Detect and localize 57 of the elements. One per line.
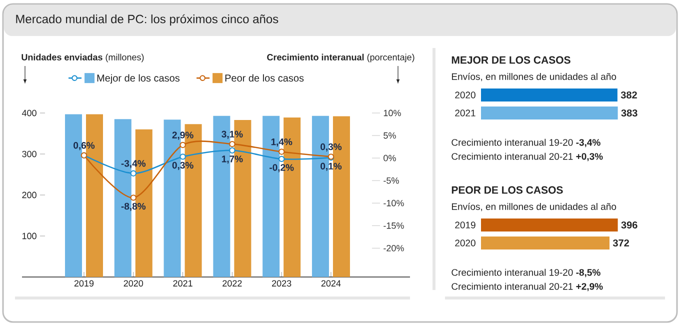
text: Crecimiento interanual 19-20 -3,4% bbox=[452, 138, 600, 148]
y-tick-label: 2020 bbox=[455, 92, 476, 98]
x-tick-label: 2019 bbox=[74, 280, 94, 287]
text: Crecimiento interanual 19-20 -8,5% bbox=[452, 268, 600, 278]
point bbox=[130, 170, 136, 176]
chart-subtitle: Envíos, en millones de unidades al año bbox=[452, 202, 616, 212]
x-tick-label: 2021 bbox=[173, 280, 192, 287]
y2-tick-label: 0% bbox=[384, 154, 396, 162]
point bbox=[278, 156, 285, 162]
data-label: -0,2% bbox=[270, 164, 294, 172]
y2-tick-label: 10% bbox=[384, 110, 401, 116]
y2-tick-label: -5% bbox=[384, 177, 399, 184]
y-tick-label: 2020 bbox=[455, 240, 476, 246]
data-label: 372 bbox=[612, 239, 629, 247]
y-tick-label: 200 bbox=[22, 192, 36, 198]
point bbox=[180, 142, 186, 148]
data-label: 0,6% bbox=[74, 142, 95, 150]
y-axis-title: Unidades enviadas (millones) bbox=[22, 54, 144, 62]
data-label: 2,9% bbox=[172, 132, 194, 140]
data-label: 3,1% bbox=[222, 130, 243, 139]
legend-label: Peor de los casos bbox=[225, 74, 304, 82]
point bbox=[229, 147, 236, 154]
text: Crecimiento interanual 20-21 +0,3% bbox=[452, 152, 603, 162]
data-label: 0,1% bbox=[320, 162, 342, 171]
y2-tick-label: 5% bbox=[384, 132, 396, 139]
point bbox=[130, 194, 136, 201]
y-tick-label: 100 bbox=[22, 232, 36, 240]
data-label: 383 bbox=[621, 109, 638, 117]
y2-axis-title: Crecimiento interanual (porcentaje) bbox=[267, 54, 414, 62]
text: Crecimiento interanual 20-21 +2,9% bbox=[452, 282, 603, 292]
chart-title: PEOR DE LOS CASOS bbox=[452, 186, 563, 194]
y-tick-label: 2021 bbox=[455, 110, 476, 116]
data-label: 382 bbox=[620, 91, 637, 99]
point bbox=[229, 140, 236, 148]
legend-label: Mejor de los casos bbox=[97, 74, 180, 84]
data-label: 0,3% bbox=[320, 143, 342, 152]
data-label: 396 bbox=[621, 221, 638, 229]
y-tick-label: 2019 bbox=[455, 222, 476, 228]
data-label: -3,4% bbox=[121, 160, 146, 168]
y2-tick-label: -15% bbox=[384, 222, 404, 229]
chart-subtitle: Envíos, en millones de unidades al año bbox=[452, 72, 616, 82]
x-tick-label: 2024 bbox=[321, 280, 341, 287]
data-label: 0,3% bbox=[172, 162, 194, 170]
data-label: 1,4% bbox=[271, 138, 292, 147]
chart-title: MEJOR DE LOS CASOS bbox=[452, 56, 570, 64]
y-tick-label: 300 bbox=[22, 150, 36, 158]
y-tick-label: 400 bbox=[22, 110, 36, 116]
data-label: 1,7% bbox=[222, 156, 243, 164]
chart-title: Mercado mundial de PC: los próximos cinco años bbox=[16, 14, 278, 26]
point bbox=[180, 154, 186, 160]
y2-tick-label: -20% bbox=[384, 244, 404, 252]
point bbox=[278, 148, 285, 155]
x-tick-label: 2022 bbox=[222, 280, 242, 287]
x-tick-label: 2020 bbox=[124, 280, 144, 287]
y2-tick-label: -10% bbox=[384, 200, 404, 206]
data-label: -8,8% bbox=[121, 202, 146, 212]
x-tick-label: 2023 bbox=[272, 280, 292, 287]
